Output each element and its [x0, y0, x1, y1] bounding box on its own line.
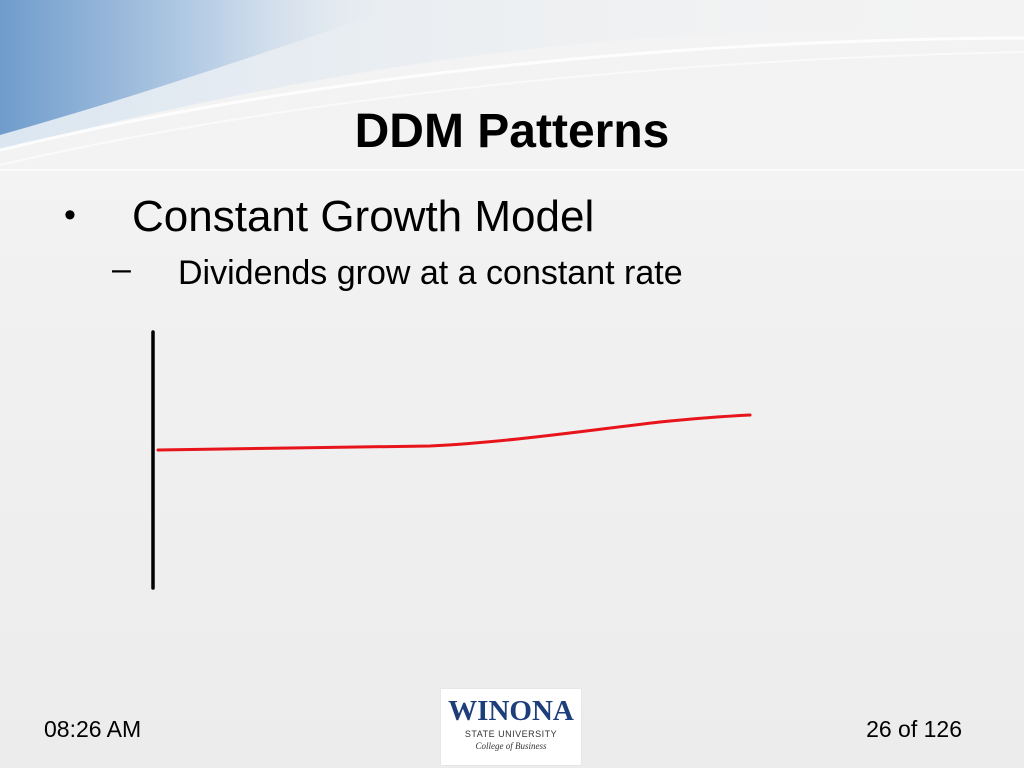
dividend-growth-sketch	[151, 330, 752, 590]
footer-time: 08:26 AM	[44, 716, 142, 742]
sub-bullet-marker: –	[112, 250, 131, 288]
header-swoosh	[0, 0, 1024, 200]
sub-bullet-dividends: Dividends grow at a constant rate	[178, 254, 683, 292]
logo-college: College of Business	[475, 741, 547, 751]
logo-subtitle: STATE UNIVERSITY	[464, 729, 558, 739]
bullet-constant-growth: Constant Growth Model	[132, 192, 595, 241]
bullet-marker: •	[64, 196, 76, 234]
sketch-growth-line	[156, 413, 752, 452]
page-indicator: 26 of 126	[866, 716, 962, 742]
university-logo: WINONA STATE UNIVERSITY College of Busin…	[441, 689, 581, 765]
logo-wordmark: WINONA	[448, 695, 574, 727]
slide-title: DDM Patterns	[354, 105, 670, 158]
